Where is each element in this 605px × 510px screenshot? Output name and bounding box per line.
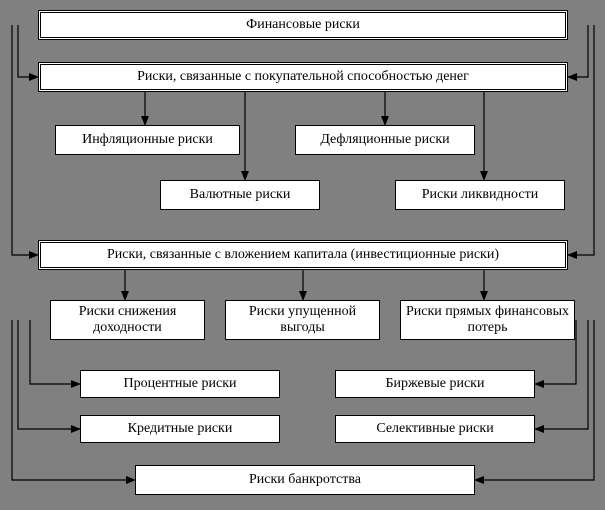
edge bbox=[12, 25, 38, 255]
node-lost-profit: Риски упущенной выгоды bbox=[225, 300, 380, 340]
edge bbox=[568, 25, 588, 77]
node-fx: Валютные риски bbox=[160, 180, 320, 210]
edge bbox=[568, 25, 594, 255]
node-credit: Кредитные риски bbox=[80, 415, 280, 443]
node-exchange: Биржевые риски bbox=[335, 370, 535, 398]
node-root: Финансовые риски bbox=[38, 10, 568, 40]
node-bankruptcy: Риски банкротства bbox=[135, 465, 475, 495]
edge bbox=[12, 320, 135, 480]
edge bbox=[475, 320, 594, 480]
diagram-canvas: Финансовые риски Риски, связанные с поку… bbox=[0, 0, 605, 510]
node-yield: Риски снижения доходности bbox=[50, 300, 205, 340]
node-purchasing-power: Риски, связанные с покупательной способн… bbox=[38, 62, 568, 92]
node-inflation: Инфляционные риски bbox=[55, 125, 240, 155]
node-selective: Селективные риски bbox=[335, 415, 535, 443]
node-deflation: Дефляционные риски bbox=[295, 125, 475, 155]
edge bbox=[18, 25, 38, 77]
node-investment: Риски, связанные с вложением капитала (и… bbox=[38, 240, 568, 270]
node-interest: Процентные риски bbox=[80, 370, 280, 398]
node-liquidity: Риски ликвидности bbox=[395, 180, 565, 210]
node-direct-loss: Риски прямых финансовых потерь bbox=[400, 300, 575, 340]
